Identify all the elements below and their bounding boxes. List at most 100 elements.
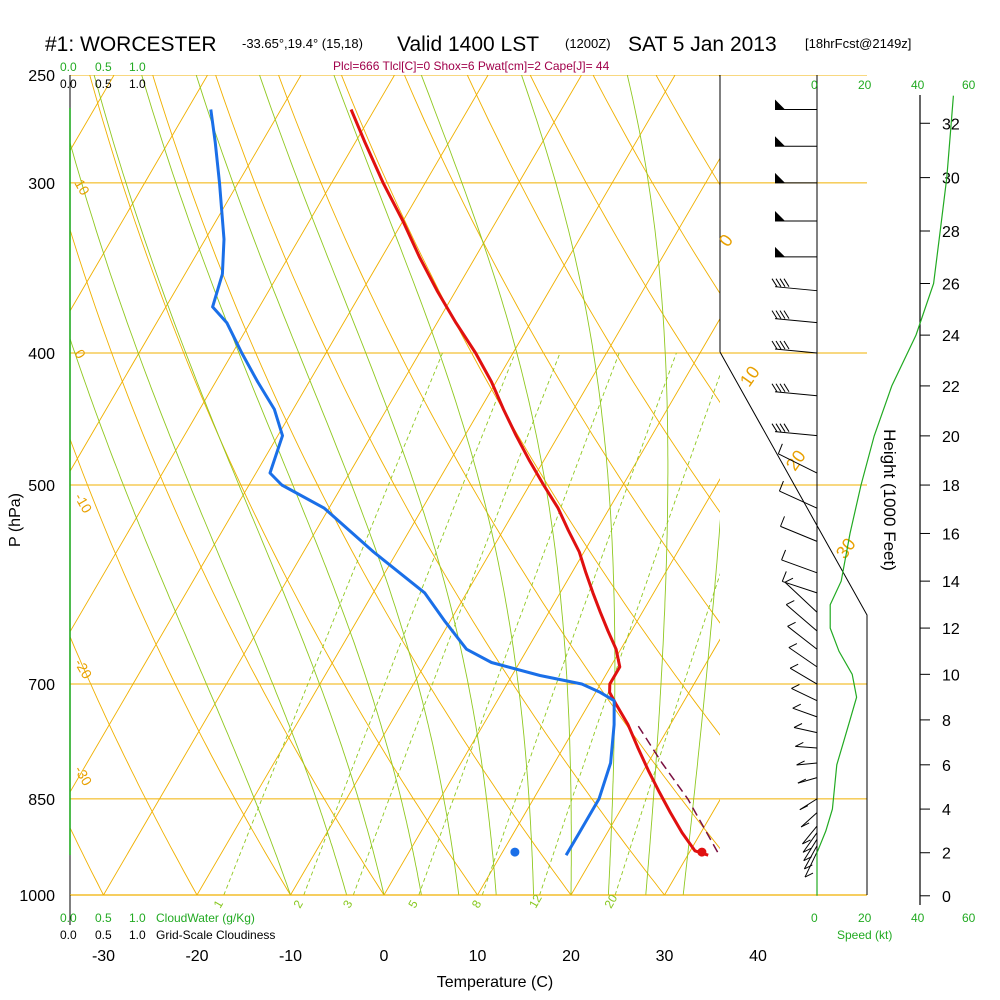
cloud-bottom-green-0: 0.0 bbox=[60, 911, 77, 925]
height-tick-label: 30 bbox=[942, 171, 960, 188]
wind-barb bbox=[775, 211, 817, 222]
cloudiness-label: Grid-Scale Cloudiness bbox=[156, 928, 275, 942]
wind-barb-staff bbox=[792, 707, 818, 718]
speed-bottom-60: 60 bbox=[962, 911, 976, 925]
background-lines bbox=[70, 75, 867, 895]
mixing-ratio-label: 1 bbox=[211, 897, 227, 910]
dry-adiabat-label: 10 bbox=[736, 362, 764, 390]
speed-bottom-0: 0 bbox=[811, 911, 818, 925]
station-coords: -33.65°,19.4° (15,18) bbox=[242, 36, 363, 51]
wind-barb-feather bbox=[771, 340, 778, 350]
wind-barb-staff bbox=[791, 687, 818, 702]
parcel-line bbox=[636, 724, 719, 853]
wind-barb bbox=[788, 643, 818, 668]
moist-adiabat-line bbox=[420, 75, 572, 895]
cloud-scale-top: 0.0 0.5 1.0 0.0 0.5 1.0 bbox=[60, 60, 146, 91]
valid-time: Valid 1400 LST bbox=[397, 33, 539, 56]
wind-barb-staff bbox=[803, 838, 818, 861]
isotherm-line bbox=[0, 75, 21, 895]
mixing-ratio-line bbox=[303, 352, 516, 895]
cloud-top-black-1: 0.5 bbox=[95, 77, 112, 91]
isotherm-line bbox=[383, 317, 720, 895]
wind-barb bbox=[784, 577, 818, 613]
wind-barb-feather bbox=[787, 621, 796, 627]
wind-barb-feather bbox=[783, 340, 790, 350]
cloud-bottom-black-0: 0.0 bbox=[60, 928, 77, 942]
height-tick-label: 22 bbox=[942, 379, 960, 396]
wind-barb bbox=[787, 621, 818, 650]
isotherm-line bbox=[70, 75, 208, 312]
isotherm-label: -20 bbox=[71, 656, 95, 682]
wind-barb bbox=[800, 812, 818, 828]
wind-barb-feather bbox=[793, 723, 803, 728]
wind-barb-feather bbox=[791, 683, 800, 689]
wind-barb bbox=[771, 310, 818, 324]
surface-dewpoint-marker bbox=[510, 847, 520, 857]
moist-adiabat-line bbox=[141, 75, 422, 895]
dry-adiabat-line bbox=[971, 75, 1000, 895]
wind-barb bbox=[795, 741, 818, 749]
speed-scale-top: 0 20 40 60 bbox=[811, 78, 976, 92]
forecast-date: SAT 5 Jan 2013 bbox=[628, 33, 777, 56]
mixing-ratio-label: 8 bbox=[469, 897, 485, 910]
wind-barb bbox=[791, 683, 818, 702]
wind-barb-staff bbox=[797, 777, 818, 784]
height-tick-label: 26 bbox=[942, 277, 960, 294]
pressure-tick-label: 300 bbox=[28, 176, 55, 193]
wind-barb-staff bbox=[796, 762, 818, 766]
wind-barb-staff bbox=[795, 745, 818, 749]
temperature-tick-label: 0 bbox=[380, 948, 389, 965]
wind-barb-staff bbox=[774, 286, 818, 292]
wind-barb-feather bbox=[780, 516, 785, 527]
wind-barb bbox=[802, 825, 818, 845]
wind-barb-staff bbox=[782, 580, 818, 594]
speed-top-0: 0 bbox=[811, 78, 818, 92]
speed-top-20: 20 bbox=[858, 78, 872, 92]
wind-barb-feather bbox=[781, 549, 787, 561]
wind-barb-staff bbox=[774, 318, 818, 324]
dry-adiabat-line bbox=[403, 75, 720, 624]
pressure-tick-label: 250 bbox=[28, 68, 55, 85]
speed-label: Speed (kt) bbox=[837, 928, 892, 942]
isotherm-line bbox=[103, 75, 582, 895]
wind-barb-feather bbox=[783, 310, 790, 319]
wind-barb bbox=[771, 278, 818, 292]
mixing-ratio-line bbox=[539, 373, 720, 895]
wind-barb bbox=[804, 851, 818, 878]
wind-barb bbox=[780, 516, 818, 542]
height-tick-label: 8 bbox=[942, 713, 951, 730]
temperature-tick-label: 20 bbox=[562, 948, 580, 965]
wind-barbs bbox=[771, 99, 818, 878]
dry-adiabat-line bbox=[70, 635, 198, 895]
wind-barb bbox=[775, 246, 817, 258]
wind-barb-staff bbox=[784, 581, 818, 613]
speed-top-60: 60 bbox=[962, 78, 976, 92]
height-tick-label: 18 bbox=[942, 478, 960, 495]
wind-barb-feather bbox=[783, 278, 790, 287]
wind-barb bbox=[802, 832, 818, 853]
cloud-bottom-black-2: 1.0 bbox=[129, 928, 146, 942]
cloud-water-line bbox=[816, 95, 954, 896]
wind-barb-staff bbox=[803, 845, 818, 870]
cloud-water-profile bbox=[816, 95, 954, 896]
wind-barb-feather bbox=[777, 443, 783, 454]
speed-bottom-40: 40 bbox=[911, 911, 925, 925]
wind-barb-staff bbox=[804, 851, 818, 878]
mixing-ratio-label: 20 bbox=[602, 892, 621, 911]
height-tick-label: 14 bbox=[942, 574, 960, 591]
mixing-ratio-line bbox=[481, 352, 677, 895]
dry-adiabat-label: 0 bbox=[715, 231, 737, 251]
wind-barb-staff bbox=[778, 453, 818, 474]
mixing-ratio-line bbox=[614, 573, 720, 895]
wind-barb-feather bbox=[771, 278, 778, 287]
isotherm-line bbox=[290, 157, 720, 895]
station-name: #1: WORCESTER bbox=[45, 33, 217, 56]
wind-barb-feather bbox=[792, 703, 801, 709]
wind-barb-staff bbox=[793, 727, 818, 734]
wind-barb-feather bbox=[771, 423, 778, 432]
height-tick-label: 12 bbox=[942, 621, 960, 638]
pressure-tick-label: 1000 bbox=[19, 888, 55, 905]
isotherm-line bbox=[196, 75, 676, 895]
cloud-water-label: CloudWater (g/Kg) bbox=[156, 911, 255, 925]
